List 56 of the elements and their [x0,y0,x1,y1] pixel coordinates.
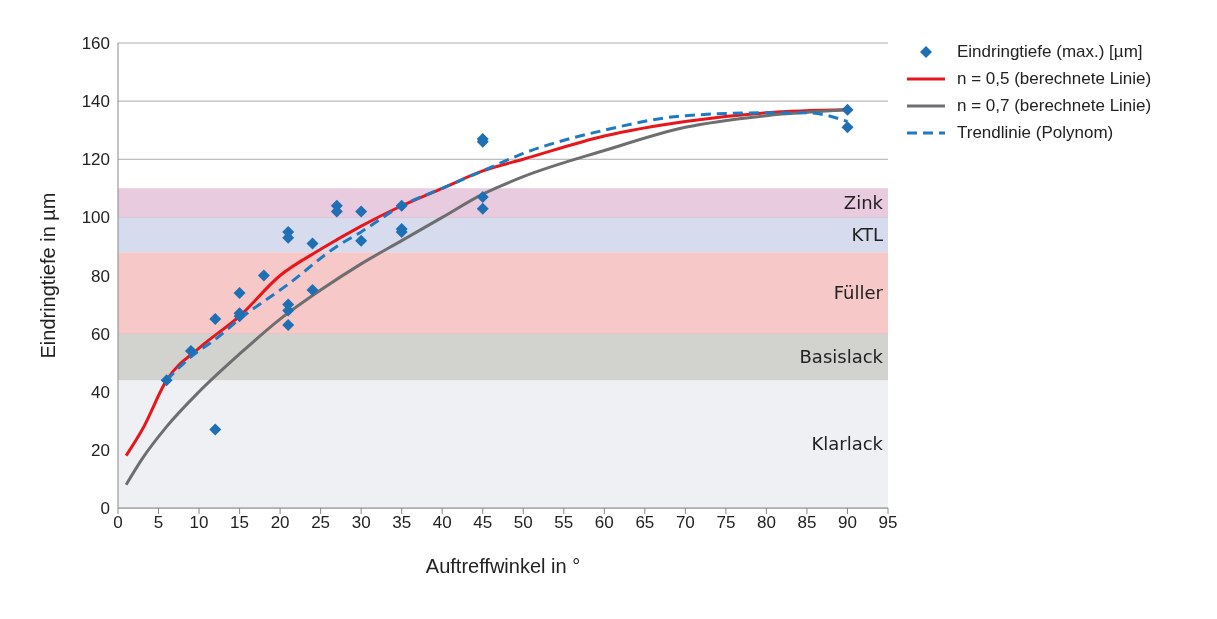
legend-label: n = 0,5 (berechnete Linie) [957,68,1152,89]
x-tick-label: 85 [797,513,817,533]
point [184,345,197,358]
y-tick-label: 120 [81,150,110,170]
x-tick-label: 0 [113,513,123,533]
x-tick-label: 75 [716,513,736,533]
legend-label: Eindringtiefe (max.) [µm] [957,41,1143,62]
y-tick-label: 100 [81,208,110,228]
x-tick-label: 45 [473,513,493,533]
x-tick-label: 30 [351,513,371,533]
band-label: Zink [843,192,884,214]
legend-label: Trendlinie (Polynom) [957,122,1114,143]
x-tick-label: 80 [756,513,776,533]
point [355,234,368,247]
y-tick-label: 0 [100,499,110,519]
x-tick-label: 55 [554,513,574,533]
point [282,318,295,331]
band-label: KTL [851,224,883,246]
point [209,423,222,436]
band-label: Klarlack [811,433,884,455]
x-tick-label: 95 [878,513,898,533]
point [841,103,854,116]
point [306,237,319,250]
x-tick-label: 40 [432,513,452,533]
point [209,313,222,326]
x-tick-label: 25 [311,513,331,533]
legend-label: n = 0,7 (berechnete Linie) [957,95,1152,116]
x-tick-label: 60 [594,513,614,533]
band-label: Füller [833,282,884,304]
point [476,202,489,215]
point [476,191,489,204]
band-label: Basislack [799,346,884,368]
x-tick-label: 5 [153,513,164,533]
point [160,374,173,387]
x-tick-label: 50 [513,513,533,533]
x-tick-label: 35 [392,513,412,533]
y-tick-label: 20 [91,440,110,460]
x-tick-label: 15 [230,513,250,533]
y-tick-label: 140 [81,92,110,112]
y-tick-label: 60 [91,324,110,344]
point [355,205,368,218]
y-axis-title: Eindringtiefe in µm [37,192,60,359]
x-axis-title: Auftreffwinkel in ° [425,555,581,577]
x-tick-label: 20 [270,513,290,533]
x-tick-label: 70 [675,513,695,533]
x-tick-label: 90 [838,513,857,533]
point [233,286,246,299]
x-tick-label: 65 [635,513,655,533]
y-tick-label: 80 [91,266,110,286]
y-tick-label: 160 [81,34,110,54]
y-tick-label: 40 [91,382,110,402]
point [395,199,408,212]
point [306,284,319,297]
point [841,121,854,134]
x-tick-label: 10 [189,513,209,533]
point [257,269,270,282]
